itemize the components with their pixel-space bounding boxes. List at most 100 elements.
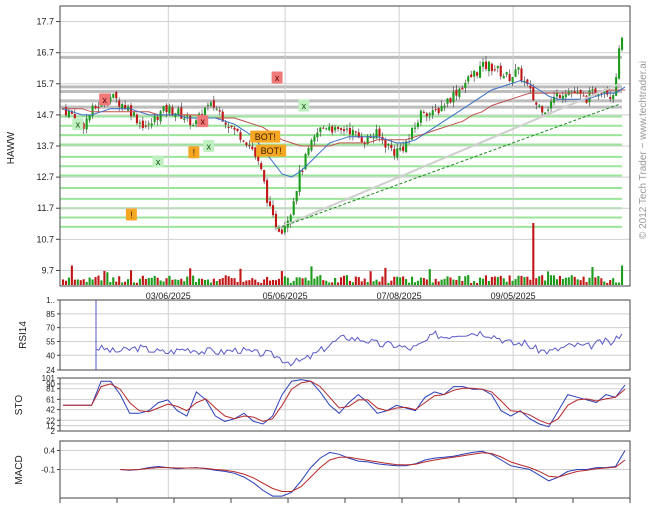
volume-bar	[180, 278, 183, 285]
sto-panel-frame	[59, 377, 631, 432]
volume-bar	[239, 268, 242, 285]
volume-bar	[363, 278, 366, 285]
volume-bar	[455, 279, 458, 285]
volume-bar	[112, 277, 115, 285]
volume-bar	[97, 275, 100, 285]
volume-bar	[224, 275, 227, 285]
candle-body	[156, 116, 159, 120]
candle-body	[85, 118, 88, 130]
candle-body	[271, 205, 275, 216]
price-tick-label: 16.7	[36, 48, 54, 58]
annotation-box	[188, 146, 200, 159]
candle-body	[115, 92, 118, 99]
candle-body	[505, 72, 508, 75]
volume-bar	[538, 276, 541, 285]
candle-body	[594, 88, 597, 96]
volume-bar	[198, 278, 201, 285]
indicator-series-line	[63, 379, 626, 428]
indicator-tick-label: 0.4	[44, 447, 56, 456]
candle-body	[129, 105, 133, 117]
volume-bar	[449, 277, 452, 285]
volume-bar	[124, 281, 127, 285]
candle-body	[64, 107, 68, 116]
candle-body	[481, 61, 485, 67]
candle-body	[440, 105, 443, 112]
candle-body	[399, 147, 402, 150]
ma-slow-line	[63, 89, 625, 147]
volume-bar	[200, 278, 204, 285]
volume-bar	[600, 278, 603, 285]
indicator-tick-label: 61	[46, 395, 55, 404]
volume-bar	[263, 279, 266, 285]
volume-bar	[620, 265, 624, 285]
volume-bar	[277, 278, 280, 285]
volume-bar	[274, 280, 278, 285]
volume-bar	[490, 276, 493, 285]
volume-bar	[260, 282, 263, 285]
volume-bar	[384, 267, 387, 285]
volume-bar	[561, 279, 564, 285]
candle-body	[366, 135, 369, 145]
price-tick-label: 12.7	[36, 172, 54, 182]
candle-body	[289, 215, 292, 222]
volume-bar	[496, 277, 499, 285]
candle-body	[242, 140, 245, 142]
volume-bar	[88, 277, 91, 285]
candle-body	[612, 95, 615, 100]
volume-bar	[467, 275, 470, 285]
volume-bar	[354, 276, 357, 285]
candle-body	[342, 129, 346, 132]
candle-body	[67, 110, 70, 118]
candle-body	[384, 139, 387, 148]
candle-body	[576, 91, 579, 94]
annotation-box	[298, 99, 310, 112]
candle-body	[292, 201, 295, 215]
candle-body	[479, 66, 482, 78]
candle-body	[165, 104, 168, 113]
candle-body	[603, 90, 606, 93]
volume-bar	[132, 282, 136, 285]
volume-bar	[511, 280, 514, 285]
volume-bar	[416, 280, 419, 285]
candle-body	[70, 110, 73, 114]
volume-bar	[257, 282, 260, 285]
candle-body	[413, 127, 417, 129]
candle-body	[280, 229, 283, 234]
volume-bar	[221, 278, 224, 285]
volume-bar	[481, 278, 485, 285]
candle-body	[186, 114, 189, 117]
volume-bar	[348, 280, 351, 285]
volume-bar	[369, 271, 372, 285]
candle-body	[496, 66, 499, 69]
candle-body	[218, 110, 221, 112]
volume-bar	[230, 278, 233, 285]
volume-bar	[422, 278, 425, 285]
candle-body	[159, 111, 162, 122]
candle-body	[582, 95, 585, 97]
indicator-tick-label: -0.1	[41, 466, 55, 475]
volume-bar	[603, 281, 606, 285]
candle-body	[124, 104, 127, 109]
volume-bar	[550, 275, 553, 285]
volume-bar	[147, 277, 150, 285]
volume-bar	[289, 282, 292, 285]
volume-bar	[141, 275, 144, 285]
candle-body	[431, 110, 434, 116]
volume-bar	[372, 281, 375, 285]
volume-bar	[573, 276, 576, 285]
candle-body	[257, 155, 260, 162]
volume-bar	[523, 277, 526, 285]
volume-bar	[127, 279, 130, 285]
volume-bar	[331, 282, 334, 285]
candle-body	[449, 98, 452, 103]
volume-bar	[366, 282, 369, 285]
candle-body	[443, 105, 446, 108]
macd-panel-frame	[59, 440, 631, 499]
candle-body	[254, 147, 257, 157]
volume-bar	[218, 279, 221, 285]
volume-bar	[520, 275, 523, 285]
indicator-tick-label: 55	[46, 337, 55, 346]
volume-bar	[177, 279, 180, 285]
volume-bar	[476, 282, 479, 285]
candle-body	[230, 125, 233, 128]
